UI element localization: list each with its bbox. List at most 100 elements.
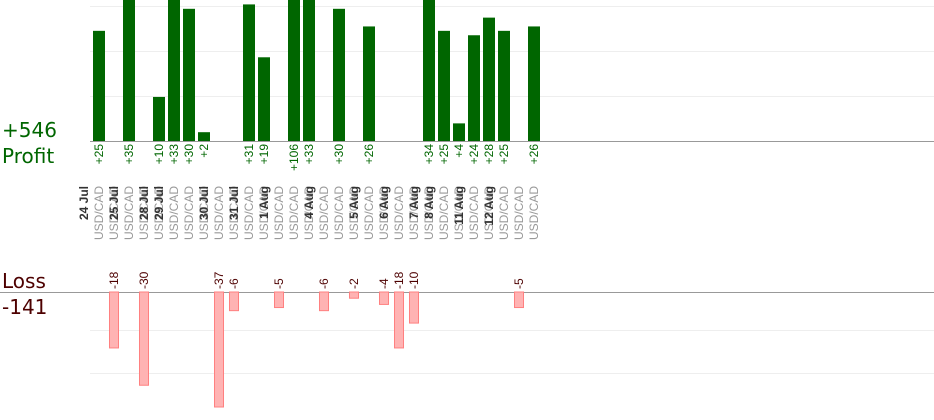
profit-data-label: +26	[527, 144, 541, 165]
loss-data-label: -30	[137, 271, 151, 289]
loss-data-label: -2	[347, 278, 361, 289]
pair-label: USD/CAD	[512, 186, 526, 240]
loss-data-label: -18	[392, 271, 406, 289]
pair-label: USD/CAD	[467, 186, 481, 240]
profit-bar	[183, 8, 195, 141]
loss-total: -141	[2, 295, 48, 319]
loss-data-label: -10	[407, 271, 421, 289]
date-label: 31 Jul	[227, 186, 241, 220]
pair-label: USD/CAD	[182, 186, 196, 240]
profit-data-label: +24	[467, 144, 481, 165]
profit-bar	[498, 30, 510, 141]
profit-data-label: +30	[182, 144, 196, 165]
profit-data-label: +25	[437, 144, 451, 165]
pair-label: USD/CAD	[347, 186, 361, 240]
pair-label: USD/CAD	[152, 186, 166, 240]
date-label: 4 Aug	[302, 186, 316, 219]
profit-data-label: +10	[152, 144, 166, 165]
pair-label: USD/CAD	[422, 186, 436, 240]
date-label: 8 Aug	[422, 186, 436, 219]
pair-label: USD/CAD	[242, 186, 256, 240]
profit-bar	[438, 30, 450, 141]
date-label: 12 Aug	[482, 186, 496, 226]
pair-label: USD/CAD	[452, 186, 466, 240]
loss-data-label: -6	[227, 278, 241, 289]
profit-data-label: +31	[242, 144, 256, 165]
pair-label: USD/CAD	[392, 186, 406, 240]
loss-data-label: -37	[212, 271, 226, 289]
profit-total: +546	[2, 118, 57, 142]
profit-data-label: +4	[452, 144, 466, 158]
profit-bar	[258, 57, 270, 141]
profit-data-label: +35	[122, 144, 136, 165]
pair-label: USD/CAD	[527, 186, 541, 240]
loss-bar	[319, 291, 329, 312]
loss-bar	[109, 291, 119, 349]
profit-data-label: +30	[332, 144, 346, 165]
pair-label: USD/CAD	[212, 186, 226, 240]
date-label: 30 Jul	[197, 186, 211, 220]
profit-data-label: +33	[302, 144, 316, 165]
date-label: 5 Aug	[347, 186, 361, 219]
date-label: 1 Aug	[257, 186, 271, 219]
profit-data-label: +28	[482, 144, 496, 165]
profit-data-label: +34	[422, 144, 436, 165]
pair-label: USD/CAD	[437, 186, 451, 240]
date-label: 28 Jul	[137, 186, 151, 220]
profit-bar	[363, 26, 375, 141]
pair-label: USD/CAD	[227, 186, 241, 240]
pair-label: USD/CAD	[407, 186, 421, 240]
pair-label: USD/CAD	[497, 186, 511, 240]
loss-bar	[229, 291, 239, 312]
date-label: 29 Jul	[152, 186, 166, 220]
profit-bar	[123, 0, 135, 141]
profit-data-label: +33	[167, 144, 181, 165]
profit-data-label: +19	[257, 144, 271, 165]
loss-data-label: -5	[512, 278, 526, 289]
pair-label: USD/CAD	[332, 186, 346, 240]
loss-bar	[379, 291, 389, 305]
loss-bar	[394, 291, 404, 349]
pair-label: USD/CAD	[362, 186, 376, 240]
loss-bar	[139, 291, 149, 386]
date-label: 11 Aug	[452, 186, 466, 225]
profit-bar	[483, 17, 495, 141]
pair-label: USD/CAD	[257, 186, 271, 240]
date-label: 6 Aug	[377, 186, 391, 219]
pair-label: USD/CAD	[92, 186, 106, 240]
profit-bar	[153, 96, 165, 141]
loss-data-label: -18	[107, 271, 121, 289]
profit-bar	[528, 26, 540, 141]
pair-label: USD/CAD	[302, 186, 316, 240]
profit-bar	[198, 132, 210, 141]
loss-bar	[514, 291, 524, 309]
profit-data-label: +25	[497, 144, 511, 165]
loss-data-label: -6	[317, 278, 331, 289]
pair-label: USD/CAD	[287, 186, 301, 240]
loss-bar	[409, 291, 419, 324]
loss-label: Loss	[2, 269, 46, 293]
date-label: 25 Jul	[107, 186, 121, 220]
profit-bar	[333, 8, 345, 141]
pair-label: USD/CAD	[137, 186, 151, 240]
pair-label: USD/CAD	[122, 186, 136, 240]
profit-bar	[303, 0, 315, 141]
pair-label: USD/CAD	[107, 186, 121, 240]
profit-bar	[468, 35, 480, 141]
profit-label: Profit	[2, 144, 55, 168]
pair-label: USD/CAD	[317, 186, 331, 240]
profit-bar	[288, 0, 300, 141]
pair-label: USD/CAD	[197, 186, 211, 240]
pair-label: USD/CAD	[167, 186, 181, 240]
profit-bar	[168, 0, 180, 141]
loss-bar	[274, 291, 284, 309]
profit-data-label: +2	[197, 144, 211, 158]
loss-data-label: -5	[272, 278, 286, 289]
date-label: 7 Aug	[407, 186, 421, 219]
profit-bar	[243, 4, 255, 141]
date-label: 24 Jul	[77, 186, 91, 220]
loss-data-label: -4	[377, 278, 391, 289]
profit-bar	[423, 0, 435, 141]
loss-bar	[349, 291, 359, 299]
